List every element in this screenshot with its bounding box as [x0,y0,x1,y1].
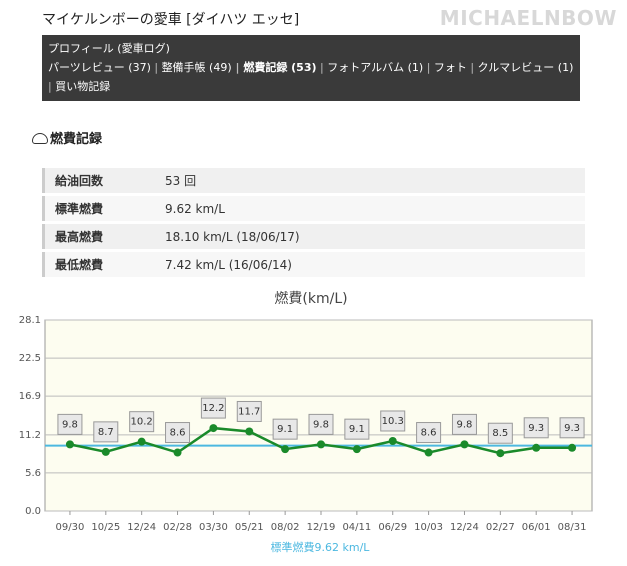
x-tick-label: 08/31 [558,522,587,533]
stat-label: 最低燃費 [42,252,155,277]
value-label-box [487,422,513,444]
stats-row: 最高燃費 18.10 km/L (18/06/17) [42,224,585,249]
data-point [352,445,361,454]
data-point [65,440,74,449]
value-label-box [380,410,406,432]
data-point [281,445,290,454]
value-label: 8.6 [170,428,186,439]
value-label-box [200,397,226,419]
stats-row: 標準燃費 9.62 km/L [42,196,585,221]
x-tick-label: 06/01 [522,522,551,533]
value-label-box [523,417,549,439]
value-label: 9.3 [564,423,580,434]
data-point [496,449,505,458]
data-point [424,448,433,457]
y-tick-label: 22.5 [19,353,41,364]
chart-title: 燃費(km/L) [274,290,347,307]
data-point [137,437,146,446]
value-label-box [57,413,83,435]
nav-link[interactable]: パーツレビュー (37) [48,61,151,74]
nav-link[interactable]: フォト [423,61,467,74]
x-tick-label: 10/03 [414,522,443,533]
stats-table: 給油回数 53 回標準燃費 9.62 km/L 最高燃費 18.10 km/L (18/… [42,165,585,280]
stat-label: 給油回数 [42,168,155,193]
data-point [245,427,254,436]
nav-link[interactable]: 燃費記録 (53) [232,61,317,74]
value-label: 8.6 [421,428,437,439]
y-tick-label: 0.0 [25,506,41,517]
y-tick-label: 11.2 [19,430,41,441]
x-tick-label: 03/30 [199,522,228,533]
watermark: MICHAELNBOW [439,6,617,30]
nav-links: パーツレビュー (37)整備手帳 (49)燃費記録 (53)フォトアルバム (1… [48,58,574,96]
data-point [460,440,469,449]
y-tick-label: 16.9 [19,391,41,402]
stat-label: 最高燃費 [42,224,155,249]
stat-value: 7.42 km/L (16/06/14) [155,252,585,277]
nav-link[interactable]: 買い物記録 [48,80,110,93]
value-label: 9.8 [457,419,473,430]
value-label-box [559,417,585,439]
x-tick-label: 02/28 [163,522,192,533]
nav-link[interactable]: クルマレビュー (1) [467,61,573,74]
nav-link[interactable]: フォトアルバム (1) [317,61,424,74]
stat-value: 18.10 km/L (18/06/17) [155,224,585,249]
data-point [532,443,541,452]
value-label: 12.2 [202,403,224,414]
value-label: 10.3 [382,416,404,427]
data-point [388,436,397,445]
data-point [101,447,110,456]
value-label: 9.8 [62,419,78,430]
stat-label: 標準燃費 [42,196,155,221]
value-label-box [93,421,119,443]
value-label: 9.3 [528,423,544,434]
x-tick-label: 10/25 [91,522,120,533]
x-tick-label: 08/02 [271,522,300,533]
chart: 燃費(km/L) 0.0 5.6 11.2 16.9 22.5 28.1 09/30 10/2… [19,290,593,554]
x-tick-label: 09/30 [56,522,85,533]
stats-row: 給油回数 53 回 [42,168,585,193]
y-tick-label: 5.6 [25,468,41,479]
value-label: 8.5 [492,428,508,439]
section-title: 燃費記録 [32,128,102,147]
value-label: 11.7 [238,406,260,417]
stats-row: 最低燃費 7.42 km/L (16/06/14) [42,252,585,277]
value-label-box [129,411,155,433]
x-tick-label: 02/27 [486,522,515,533]
stat-value: 9.62 km/L [155,196,585,221]
value-label: 10.2 [131,417,153,428]
value-label: 9.8 [313,419,329,430]
nav-profile[interactable]: プロフィール (愛車ログ) [48,42,170,55]
data-point [317,440,325,449]
value-label-box [165,422,191,444]
data-point [209,424,218,433]
x-tick-label: 12/19 [307,522,336,533]
value-label-box [416,422,442,444]
value-label-box [272,418,298,440]
x-tick-label: 04/11 [342,522,371,533]
stat-value: 53 回 [155,168,585,193]
reference-label: 標準燃費9.62 km/L [271,540,371,554]
y-tick-label: 28.1 [19,315,41,326]
page-title: マイケルンボーの愛車 [ダイハツ エッセ] [42,12,300,28]
nav-link[interactable]: 整備手帳 (49) [151,61,232,74]
value-label-box [344,418,370,440]
value-label-box [236,400,262,422]
data-point [173,448,182,457]
value-label-box [308,413,334,435]
value-label-box [451,413,477,435]
x-tick-label: 12/24 [450,522,479,533]
value-label: 9.1 [277,424,293,435]
value-label: 8.7 [98,427,114,438]
x-tick-label: 12/24 [127,522,156,533]
nav: プロフィール (愛車ログ) パーツレビュー (37)整備手帳 (49)燃費記録 … [42,35,580,101]
data-point [568,443,577,452]
value-label: 9.1 [349,424,365,435]
x-tick-label: 06/29 [378,522,407,533]
x-tick-label: 05/21 [235,522,264,533]
